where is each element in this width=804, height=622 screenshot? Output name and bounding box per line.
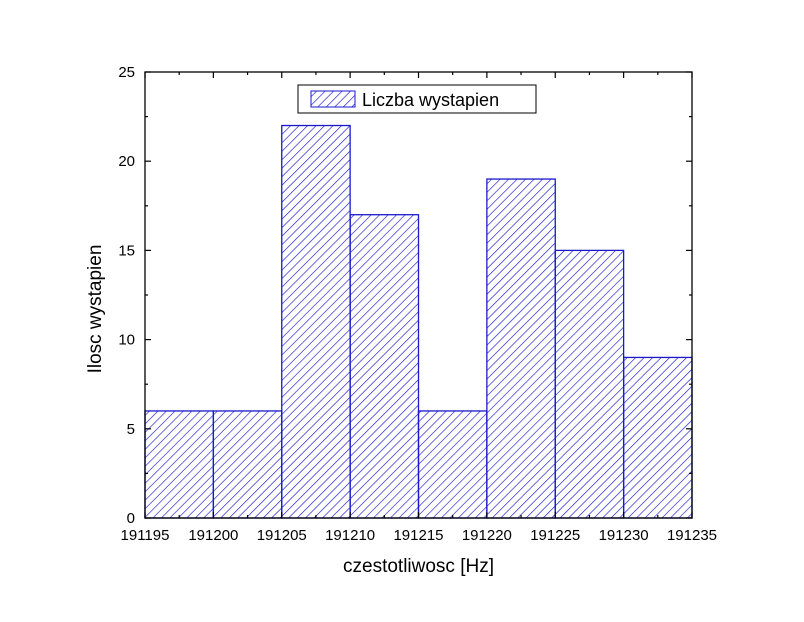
histogram-bar [144,410,215,519]
legend-swatch [310,90,356,108]
y-tick-label: 20 [118,153,135,170]
ticks-layer [144,71,693,519]
x-axis-title: czestotliwosc [Hz] [343,556,494,577]
x-tick-label: 191235 [667,527,717,544]
y-axis-title: Ilosc wystapien [85,245,106,374]
histogram-bar [212,410,283,519]
x-tick-label: 191195 [121,527,170,544]
x-tick-label: 191205 [257,527,307,544]
y-tick-label: 0 [127,510,135,527]
x-tick-label: 191200 [188,527,238,544]
legend-label: Liczba wystapien [362,90,499,110]
histogram-bar [281,124,351,519]
x-tick-label: 191230 [599,527,649,544]
bars-layer [144,124,693,519]
legend: Liczba wystapien [297,84,537,114]
histogram-bar [554,249,625,519]
x-tick-label: 191225 [530,527,580,544]
histogram-bar [417,410,488,519]
x-tick-label: 191215 [393,527,443,544]
x-tick-label: 191210 [325,527,375,544]
x-tick-label: 191220 [462,527,512,544]
y-tick-label: 10 [118,332,135,349]
y-tick-label: 5 [127,421,135,438]
tick-labels-layer: 191195 191200 191205 191210 191215 191220 1912… [118,64,717,544]
histogram-bar [622,356,693,519]
legend-box [297,84,537,114]
histogram-bar [486,178,556,519]
y-tick-label: 25 [118,64,135,81]
histogram-bar [349,214,420,519]
y-tick-label: 15 [118,242,135,259]
